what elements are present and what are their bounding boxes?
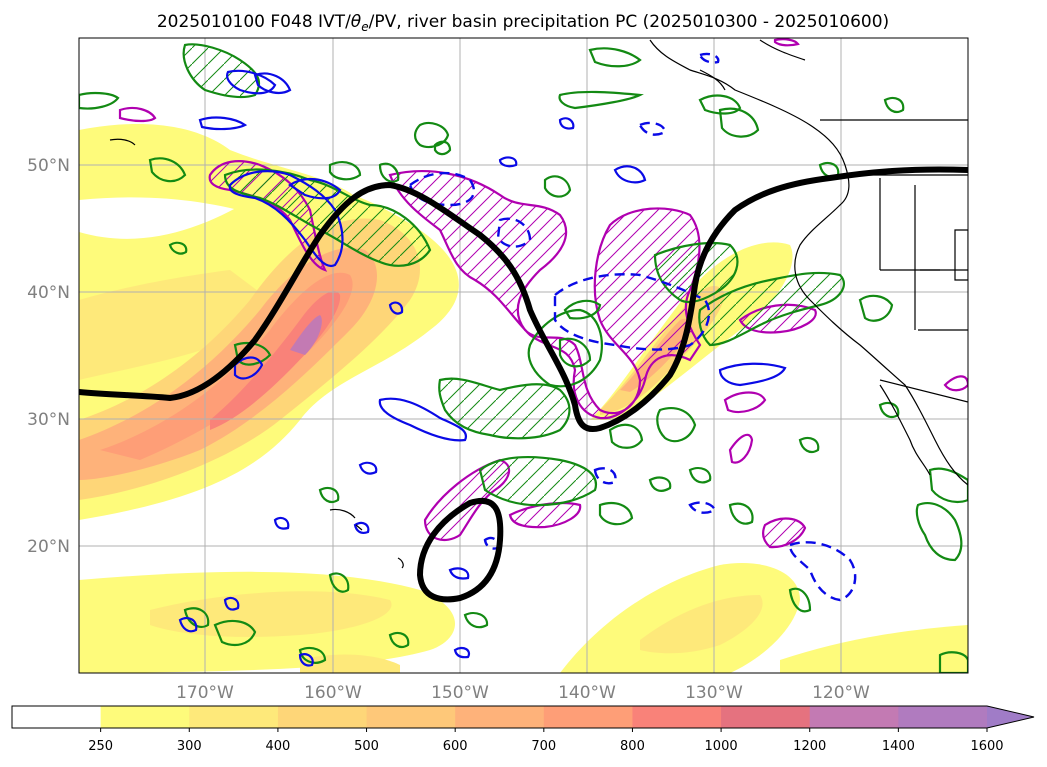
map-frame (78, 37, 969, 674)
colorbar-tick-label: 800 (620, 739, 645, 754)
latitude-labels: 50°N 40°N 30°N 20°N (27, 156, 70, 557)
lat-label: 40°N (27, 283, 70, 303)
colorbar-swatches (12, 706, 988, 728)
coastlines-and-borders (109, 39, 968, 569)
colorbar-swatch (366, 706, 456, 728)
colorbar-tick-label: 500 (354, 739, 379, 754)
colorbar: 250 300 400 500 600 700 800 1000 1200 1400 1600 (11, 705, 1035, 754)
black-thick-contour (79, 166, 968, 603)
lat-label: 30°N (27, 410, 70, 430)
colorbar-swatch (809, 706, 899, 728)
colorbar-tick-label: 300 (177, 739, 202, 754)
lon-label: 170°W (176, 683, 234, 703)
colorbar-swatch (277, 706, 368, 728)
colorbar-tick-label: 1400 (882, 739, 915, 754)
colorbar-ticks: 250 300 400 500 600 700 800 1000 1200 1400 1600 (88, 728, 1004, 754)
colorbar-swatch (632, 706, 722, 728)
colorbar-swatch (543, 706, 633, 728)
blue-contours (178, 69, 787, 667)
lat-label: 50°N (27, 156, 70, 176)
colorbar-tick-label: 1000 (705, 739, 738, 754)
colorbar-swatch (721, 706, 811, 728)
colorbar-swatch (100, 706, 190, 728)
colorbar-swatch (455, 706, 545, 728)
lon-label: 120°W (812, 683, 870, 703)
colorbar-tick-label: 250 (88, 739, 113, 754)
colorbar-tick-label: 600 (443, 739, 468, 754)
colorbar-swatch (189, 706, 279, 728)
longitude-labels: 170°W 160°W 150°W 140°W 130°W 120°W (176, 683, 870, 703)
colorbar-tick-label: 400 (265, 739, 290, 754)
lon-label: 130°W (685, 683, 743, 703)
figure-title: 2025010100 F048 IVT/θe/PV, river basin p… (157, 12, 889, 34)
colorbar-swatch (12, 706, 102, 728)
colorbar-extend-arrow (987, 706, 1034, 728)
colorbar-tick-label: 1600 (970, 739, 1003, 754)
lat-label: 20°N (27, 537, 70, 557)
colorbar-tick-label: 700 (531, 739, 556, 754)
lon-label: 150°W (431, 683, 489, 703)
lon-label: 140°W (558, 683, 616, 703)
map-panel (79, 38, 968, 673)
lon-label: 160°W (304, 683, 362, 703)
colorbar-swatch (898, 706, 988, 728)
colorbar-outline (11, 705, 1035, 729)
colorbar-tick-label: 1200 (793, 739, 826, 754)
